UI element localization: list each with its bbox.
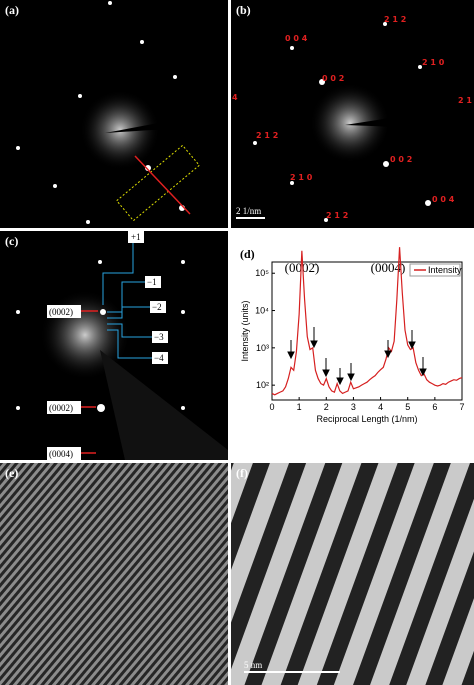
legend-label: Intensity: [428, 265, 462, 275]
peak-label: (0002̄): [285, 260, 320, 275]
panel-a: (a): [0, 0, 228, 228]
panel-label: (a): [5, 3, 19, 17]
y-tick-label: 10⁵: [255, 268, 269, 278]
reflection-label: (0002): [49, 403, 73, 413]
panel-d: (d) 0 1 2 3 4 5 6 7 10² 10³ 10⁴ 10⁵ Reciprocal Lengt…: [240, 247, 465, 424]
panel-label: (b): [236, 3, 251, 17]
x-tick-label: 0: [269, 402, 274, 412]
y-axis-label: Intensity (units): [240, 300, 250, 361]
legend-box: [409, 263, 461, 277]
order-label: −1: [147, 277, 157, 287]
spot-label: 0 0 4: [285, 34, 308, 43]
panel-label: (e): [5, 466, 18, 480]
y-tick-label: 10⁴: [255, 306, 269, 316]
x-tick-label: 3: [351, 402, 356, 412]
spot-label: 2 1 0: [290, 173, 313, 182]
reflection-label: (0004): [49, 449, 73, 459]
panel-label: (d): [240, 247, 255, 261]
order-label: −4: [154, 353, 164, 363]
panel-f: 5 nm (f): [231, 463, 474, 685]
spot-label: 0 0 2: [390, 155, 412, 164]
x-tick-label: 6: [432, 402, 437, 412]
x-axis-label: Reciprocal Length (1/nm): [316, 414, 417, 424]
panel-e: (e): [0, 463, 228, 685]
y-tick-label: 10²: [256, 380, 269, 390]
spot-label: 0 0 4: [432, 195, 455, 204]
plot-frame: [271, 261, 463, 401]
x-tick-label: 4: [378, 402, 383, 412]
peak-label: (0004̄): [371, 260, 406, 275]
y-tick-label: 10³: [256, 343, 269, 353]
spot-label: 2 1 2: [384, 15, 406, 24]
x-tick-label: 1: [297, 402, 302, 412]
order-label: −2: [152, 302, 162, 312]
order-label: +1: [131, 232, 141, 242]
panel-label: (c): [5, 234, 18, 248]
spot-label: 2 1 0: [422, 58, 445, 67]
spot-label: 2 1 2: [256, 131, 278, 140]
x-tick-label: 5: [405, 402, 410, 412]
scale-bar-label: 5 nm: [244, 660, 262, 670]
spot-label: 2 1 2: [458, 96, 474, 105]
reflection-label: (0002): [49, 307, 73, 317]
panel-label: (f): [236, 466, 248, 480]
scale-bar-label: 2 1/nm: [236, 206, 261, 216]
order-label: −3: [154, 332, 164, 342]
spot-label: 4: [232, 93, 238, 102]
spot-label: 2 1 2: [326, 211, 348, 220]
data-line: [271, 247, 463, 396]
x-tick-label: 7: [459, 402, 464, 412]
spot-label: 0 0 2: [322, 74, 344, 83]
chart: 0 1 2 3 4 5 6 7 10² 10³ 10⁴ 10⁵ Reciprocal Length (1…: [240, 247, 465, 424]
panel-c: +1 −1 −2 −3 −4 (0002) (0002) (0004) (c): [0, 231, 228, 460]
panel-b: 0 0 4 2 1 2 0 0 2 2 1 0 4 2 1 2 2 1 2 0 …: [231, 0, 474, 228]
x-tick-label: 2: [324, 402, 329, 412]
